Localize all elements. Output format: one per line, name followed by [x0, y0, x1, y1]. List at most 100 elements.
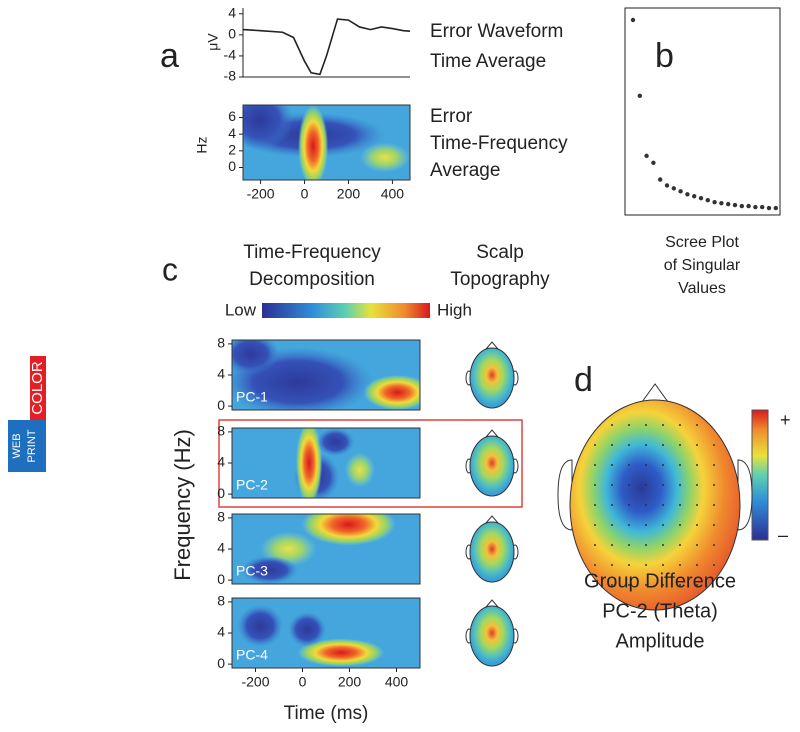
- heatmap: [232, 340, 420, 410]
- y-tick-label: 0: [217, 655, 225, 671]
- electrode: [696, 464, 698, 466]
- component-label: PC-2: [236, 477, 268, 493]
- electrode: [594, 524, 596, 526]
- scree-point: [664, 183, 670, 188]
- electrode: [662, 524, 664, 526]
- heatmap-blob: [297, 638, 385, 667]
- head-map: [569, 399, 741, 611]
- electrode: [611, 564, 613, 566]
- caption: Scree Plot: [665, 234, 739, 251]
- head-nose: [485, 515, 499, 524]
- scree-point: [712, 199, 717, 205]
- waveform-line: [242, 18, 411, 76]
- electrode: [628, 464, 630, 466]
- scree-point: [705, 197, 710, 203]
- electrode: [645, 524, 647, 526]
- electrode: [696, 564, 698, 566]
- y-tick-label: 4: [217, 540, 225, 556]
- axis-label: Frequency (Hz): [170, 429, 195, 581]
- electrode: [645, 504, 647, 506]
- caption: Group Difference: [584, 570, 736, 592]
- heatmap-blob: [288, 612, 327, 647]
- electrode: [628, 544, 630, 546]
- heatmap-blob: [232, 340, 279, 375]
- electrode: [696, 444, 698, 446]
- heatmap-blob: [243, 105, 294, 150]
- caption: of Singular: [664, 257, 741, 274]
- electrode: [611, 524, 613, 526]
- electrode: [679, 564, 681, 566]
- heatmap: [232, 598, 420, 668]
- y-tick-label: 0: [217, 485, 225, 501]
- caption: Time Average: [430, 51, 546, 72]
- electrode: [594, 444, 596, 446]
- y-tick-label: 4: [217, 624, 225, 640]
- head-map: [469, 521, 515, 583]
- electrode: [662, 584, 664, 586]
- electrode: [662, 424, 664, 426]
- electrode: [662, 564, 664, 566]
- electrode: [679, 444, 681, 446]
- electrode: [645, 544, 647, 546]
- electrode: [679, 504, 681, 506]
- electrode: [594, 504, 596, 506]
- caption: PC-2 (Theta): [602, 600, 718, 622]
- electrode: [696, 524, 698, 526]
- caption: Decomposition: [249, 269, 375, 290]
- heatmap-blob: [359, 142, 410, 173]
- scree-point: [760, 204, 765, 210]
- scree-point: [773, 205, 778, 211]
- head-map: [469, 435, 515, 497]
- badge-text: COLOR: [29, 361, 46, 415]
- electrode: [662, 464, 664, 466]
- electrode: [645, 564, 647, 566]
- heatmap-blob: [295, 428, 323, 498]
- electrode: [594, 564, 596, 566]
- scree-point: [766, 205, 772, 211]
- scree-point: [671, 186, 676, 191]
- electrode: [679, 524, 681, 526]
- electrode: [645, 424, 647, 426]
- badge-text: PRINT: [26, 429, 38, 462]
- axis-label: Time (ms): [284, 703, 369, 724]
- x-tick-label: 200: [337, 186, 361, 202]
- electrode: [662, 444, 664, 446]
- electrode: [713, 464, 715, 466]
- electrode: [628, 424, 630, 426]
- electrode: [662, 484, 664, 486]
- electrode: [713, 524, 715, 526]
- y-tick-label: 4: [217, 454, 225, 470]
- x-tick-label: -200: [241, 674, 269, 690]
- heatmap-blob: [344, 452, 375, 488]
- caption: Scalp: [476, 242, 524, 263]
- caption: Values: [678, 280, 726, 297]
- electrode: [696, 504, 698, 506]
- electrode: [628, 444, 630, 446]
- x-tick-label: -200: [247, 186, 275, 202]
- y-tick-label: 8: [217, 423, 225, 439]
- electrode: [594, 464, 596, 466]
- x-tick-label: 200: [338, 674, 362, 690]
- panel-label: b: [655, 37, 674, 75]
- caption: Topography: [450, 269, 550, 290]
- electrode: [713, 544, 715, 546]
- component-label: PC-3: [236, 563, 268, 579]
- head-ears: [557, 459, 753, 531]
- caption: Average: [430, 160, 500, 181]
- electrode: [662, 544, 664, 546]
- badge-text: WEB: [11, 433, 23, 458]
- electrode: [594, 544, 596, 546]
- scree-point: [753, 204, 758, 210]
- head-nose: [641, 383, 669, 403]
- electrode: [645, 444, 647, 446]
- electrode: [662, 504, 664, 506]
- scree-point: [698, 196, 704, 201]
- y-tick-label: 8: [217, 593, 225, 609]
- y-tick-label: 8: [217, 335, 225, 351]
- badge-web-print: [8, 420, 46, 472]
- scree-point: [685, 192, 690, 197]
- heatmap-frame: [242, 104, 411, 181]
- x-tick-label: 0: [301, 186, 309, 202]
- y-tick-label: 4: [217, 366, 225, 382]
